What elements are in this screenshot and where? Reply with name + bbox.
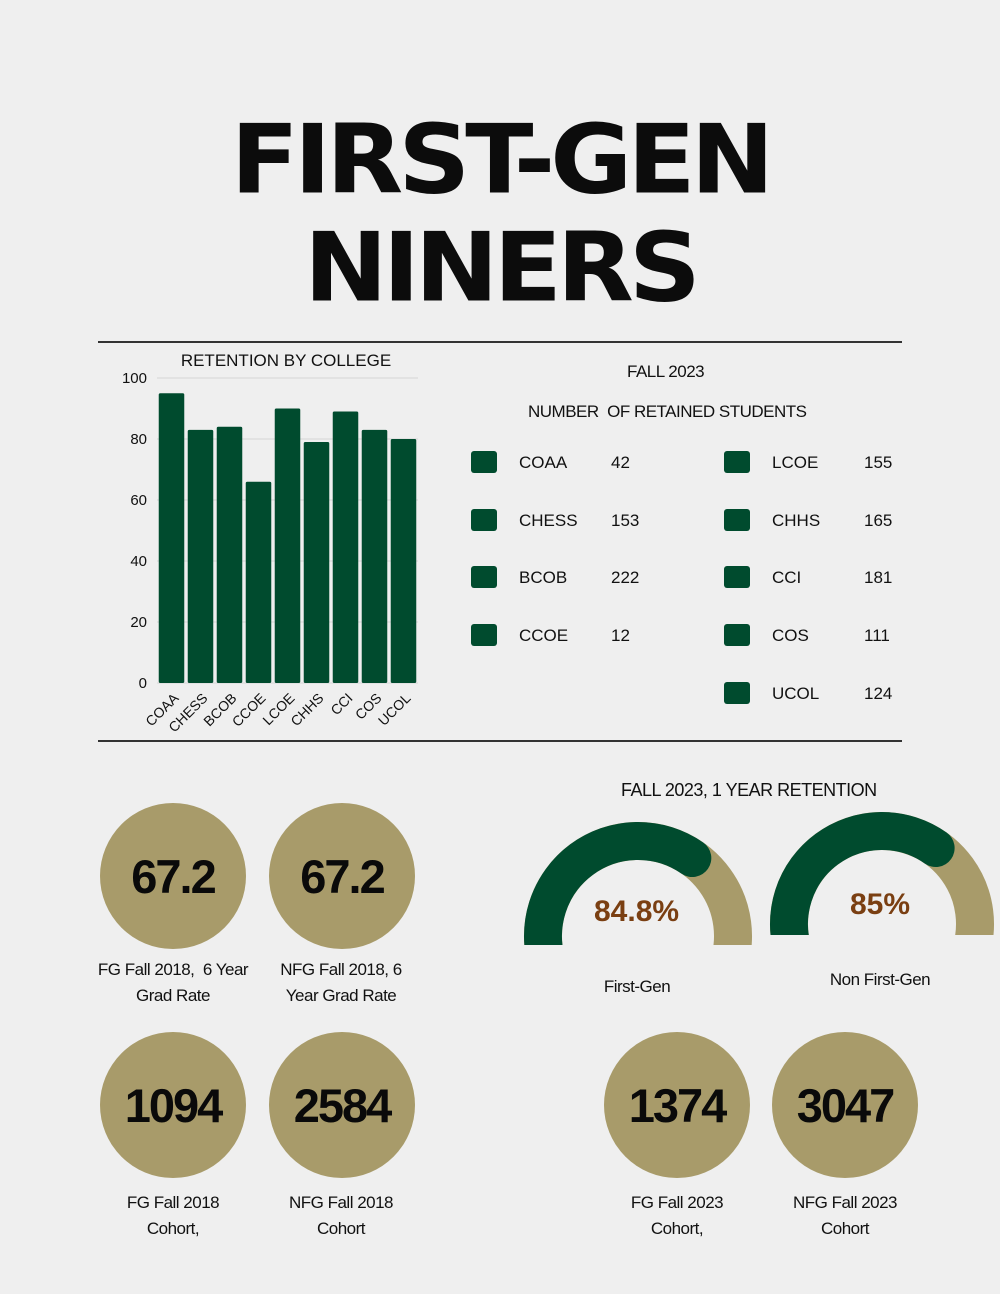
fg-grad-rate-caption: FG Fall 2018, 6 Year Grad Rate: [73, 957, 273, 1009]
x-tick-label: CCOE: [229, 690, 269, 730]
y-tick-label: 100: [122, 370, 147, 387]
legend-retained-count: 222: [611, 568, 640, 588]
fg-2023-cohort-caption: FG Fall 2023 Cohort,: [577, 1190, 777, 1242]
legend-swatch: [724, 566, 750, 589]
title-line-1: FIRST-GEN: [230, 103, 775, 216]
legend-swatch: [724, 681, 750, 704]
legend-college-name: CHHS: [772, 510, 821, 530]
fg-2023-cohort-circle: 1374: [604, 1032, 750, 1178]
nfg-grad-rate-caption: NFG Fall 2018, 6 Year Grad Rate: [241, 957, 441, 1009]
gauge-fill: [770, 812, 955, 935]
title-line-2: NINERS: [304, 211, 701, 324]
legend-college-name: UCOL: [772, 683, 820, 703]
caption-line: NFG Fall 2018: [288, 1193, 394, 1212]
divider-top: [98, 341, 902, 343]
retained-heading-1: FALL 2023: [627, 362, 705, 381]
legend-swatch: [471, 566, 497, 589]
legend-retained-count: 155: [864, 453, 893, 472]
legend-college-name: CHESS: [519, 510, 578, 530]
fg-2018-cohort-circle: 1094: [100, 1032, 246, 1178]
chart-title: RETENTION BY COLLEGE: [181, 351, 391, 370]
legend-swatch: [724, 624, 750, 647]
bar-ucol: [390, 439, 417, 683]
x-tick-label: CHHS: [287, 690, 326, 729]
nfg-grad-rate-circle: 67.2: [269, 803, 415, 949]
y-tick-label: 60: [130, 492, 147, 509]
legend-swatch: [471, 624, 497, 647]
caption-line: Cohort,: [146, 1219, 200, 1238]
nfg-2023-cohort-circle: 3047: [772, 1032, 918, 1178]
first-gen-retention-gauge: [524, 822, 752, 945]
legend-retained-count: 42: [611, 453, 630, 472]
caption-line: FG Fall 2018: [126, 1193, 220, 1212]
caption-line: Year Grad Rate: [285, 986, 397, 1005]
non-first-gen-retention-value: 85%: [850, 888, 911, 921]
legend-swatch: [724, 508, 750, 531]
fg-2018-cohort-caption: FG Fall 2018 Cohort,: [73, 1190, 273, 1242]
bar-lcoe: [274, 408, 301, 683]
y-tick-label: 0: [139, 675, 147, 692]
legend-college-name: LCOE: [772, 453, 819, 472]
retained-heading-2: NUMBER OF RETAINED STUDENTS: [528, 402, 807, 421]
gauge-fill: [524, 822, 712, 945]
legend-retained-count: 165: [864, 510, 893, 530]
fg-grad-rate-circle: 67.2: [100, 803, 246, 949]
bar-chhs: [303, 442, 330, 683]
non-first-gen-retention-caption: Non First-Gen: [829, 970, 931, 989]
legend-college-name: CCOE: [519, 626, 569, 646]
caption-line: Cohort,: [650, 1219, 704, 1238]
bar-chess: [187, 429, 214, 683]
caption-line: NFG Fall 2023: [792, 1193, 898, 1212]
caption-line: Cohort: [316, 1219, 366, 1238]
caption-line: FG Fall 2018, 6 Year: [97, 960, 249, 979]
nfg-2018-cohort-circle: 2584: [269, 1032, 415, 1178]
legend-college-name: COS: [772, 626, 809, 646]
caption-line: Grad Rate: [136, 986, 210, 1005]
legend-retained-count: 124: [864, 683, 893, 703]
legend-swatch: [471, 508, 497, 531]
caption-line: NFG Fall 2018, 6: [280, 960, 402, 979]
y-tick-label: 80: [130, 431, 147, 448]
caption-line: Cohort: [820, 1219, 870, 1238]
first-gen-retention-caption: First-Gen: [603, 977, 671, 996]
bar-cos: [361, 429, 388, 683]
bar-coaa: [158, 393, 185, 683]
bar-cci: [332, 411, 359, 683]
first-gen-retention-value: 84.8%: [594, 895, 680, 928]
legend-swatch: [471, 451, 497, 473]
legend-swatch: [724, 451, 750, 473]
legend-college-name: COAA: [519, 453, 568, 472]
bar-bcob: [216, 426, 243, 683]
legend-retained-count: 111: [864, 626, 890, 646]
legend-college-name: BCOB: [519, 568, 568, 588]
y-tick-label: 40: [130, 553, 147, 570]
legend-retained-count: 181: [864, 568, 893, 588]
x-tick-label: UCOL: [375, 690, 414, 729]
nfg-2023-cohort-caption: NFG Fall 2023 Cohort: [745, 1190, 945, 1242]
nfg-2018-cohort-caption: NFG Fall 2018 Cohort: [241, 1190, 441, 1242]
legend-retained-count: 153: [611, 510, 640, 530]
legend-retained-count: 12: [611, 626, 630, 646]
retention-title: FALL 2023, 1 YEAR RETENTION: [621, 780, 877, 800]
x-tick-label: CCI: [327, 690, 355, 718]
bar-ccoe: [245, 481, 272, 683]
caption-line: FG Fall 2023: [630, 1193, 724, 1212]
y-tick-label: 20: [130, 614, 147, 631]
non-first-gen-retention-gauge: [770, 812, 994, 935]
legend-college-name: CCI: [772, 568, 802, 588]
divider-middle: [98, 740, 902, 742]
